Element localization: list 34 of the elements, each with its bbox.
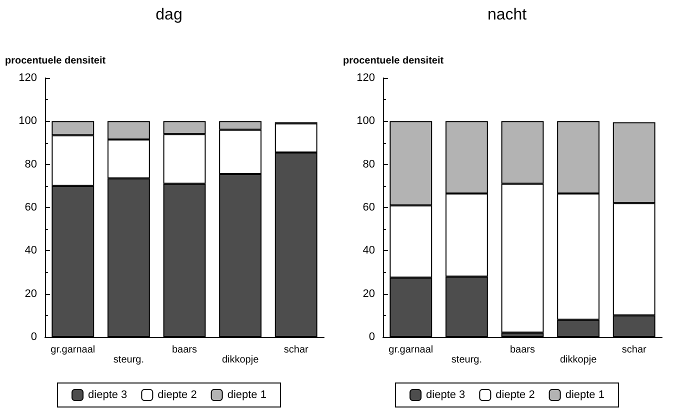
x-tick-label: dikkopje — [222, 354, 260, 366]
y-tick-label: 120 — [18, 72, 37, 84]
y-axis-title: procentuele densiteit — [343, 56, 444, 66]
y-tick-label: 0 — [30, 331, 37, 343]
x-tick-label: dikkopje — [560, 354, 598, 366]
y-tick-label: 80 — [24, 158, 37, 170]
x-tick-label: steurg. — [113, 354, 144, 366]
y-tick-label: 20 — [24, 288, 37, 300]
y-tick-label: 60 — [24, 202, 37, 214]
y-axis-title: procentuele densiteit — [5, 56, 106, 66]
chart-title: nacht — [487, 6, 528, 24]
x-tick-label: schar — [284, 344, 309, 356]
x-tick-label: steurg. — [451, 354, 482, 366]
y-tick-label: 0 — [368, 331, 375, 343]
y-tick-label: 20 — [362, 288, 375, 300]
y-tick-label: 40 — [362, 244, 375, 257]
legend-label: diepte 2 — [496, 389, 535, 401]
y-tick-label: 40 — [24, 244, 37, 257]
x-tick-label: schar — [622, 344, 647, 356]
x-tick-label: gr.garnaal — [50, 344, 96, 356]
legend-label: diepte 2 — [158, 389, 197, 401]
x-tick-label: baars — [172, 344, 198, 356]
x-tick-label: gr.garnaal — [388, 344, 434, 356]
legend-label: diepte 1 — [227, 389, 266, 401]
legend-label: diepte 3 — [426, 389, 466, 401]
legend-label: diepte 1 — [565, 389, 604, 401]
legend-label: diepte 3 — [88, 389, 128, 401]
y-tick-label: 100 — [18, 115, 37, 128]
chart-title: dag — [156, 6, 182, 24]
y-tick-label: 100 — [356, 115, 375, 128]
y-tick-label: 80 — [362, 158, 375, 170]
x-tick-label: baars — [510, 344, 536, 356]
y-tick-label: 60 — [362, 202, 375, 214]
y-tick-label: 120 — [356, 72, 375, 84]
